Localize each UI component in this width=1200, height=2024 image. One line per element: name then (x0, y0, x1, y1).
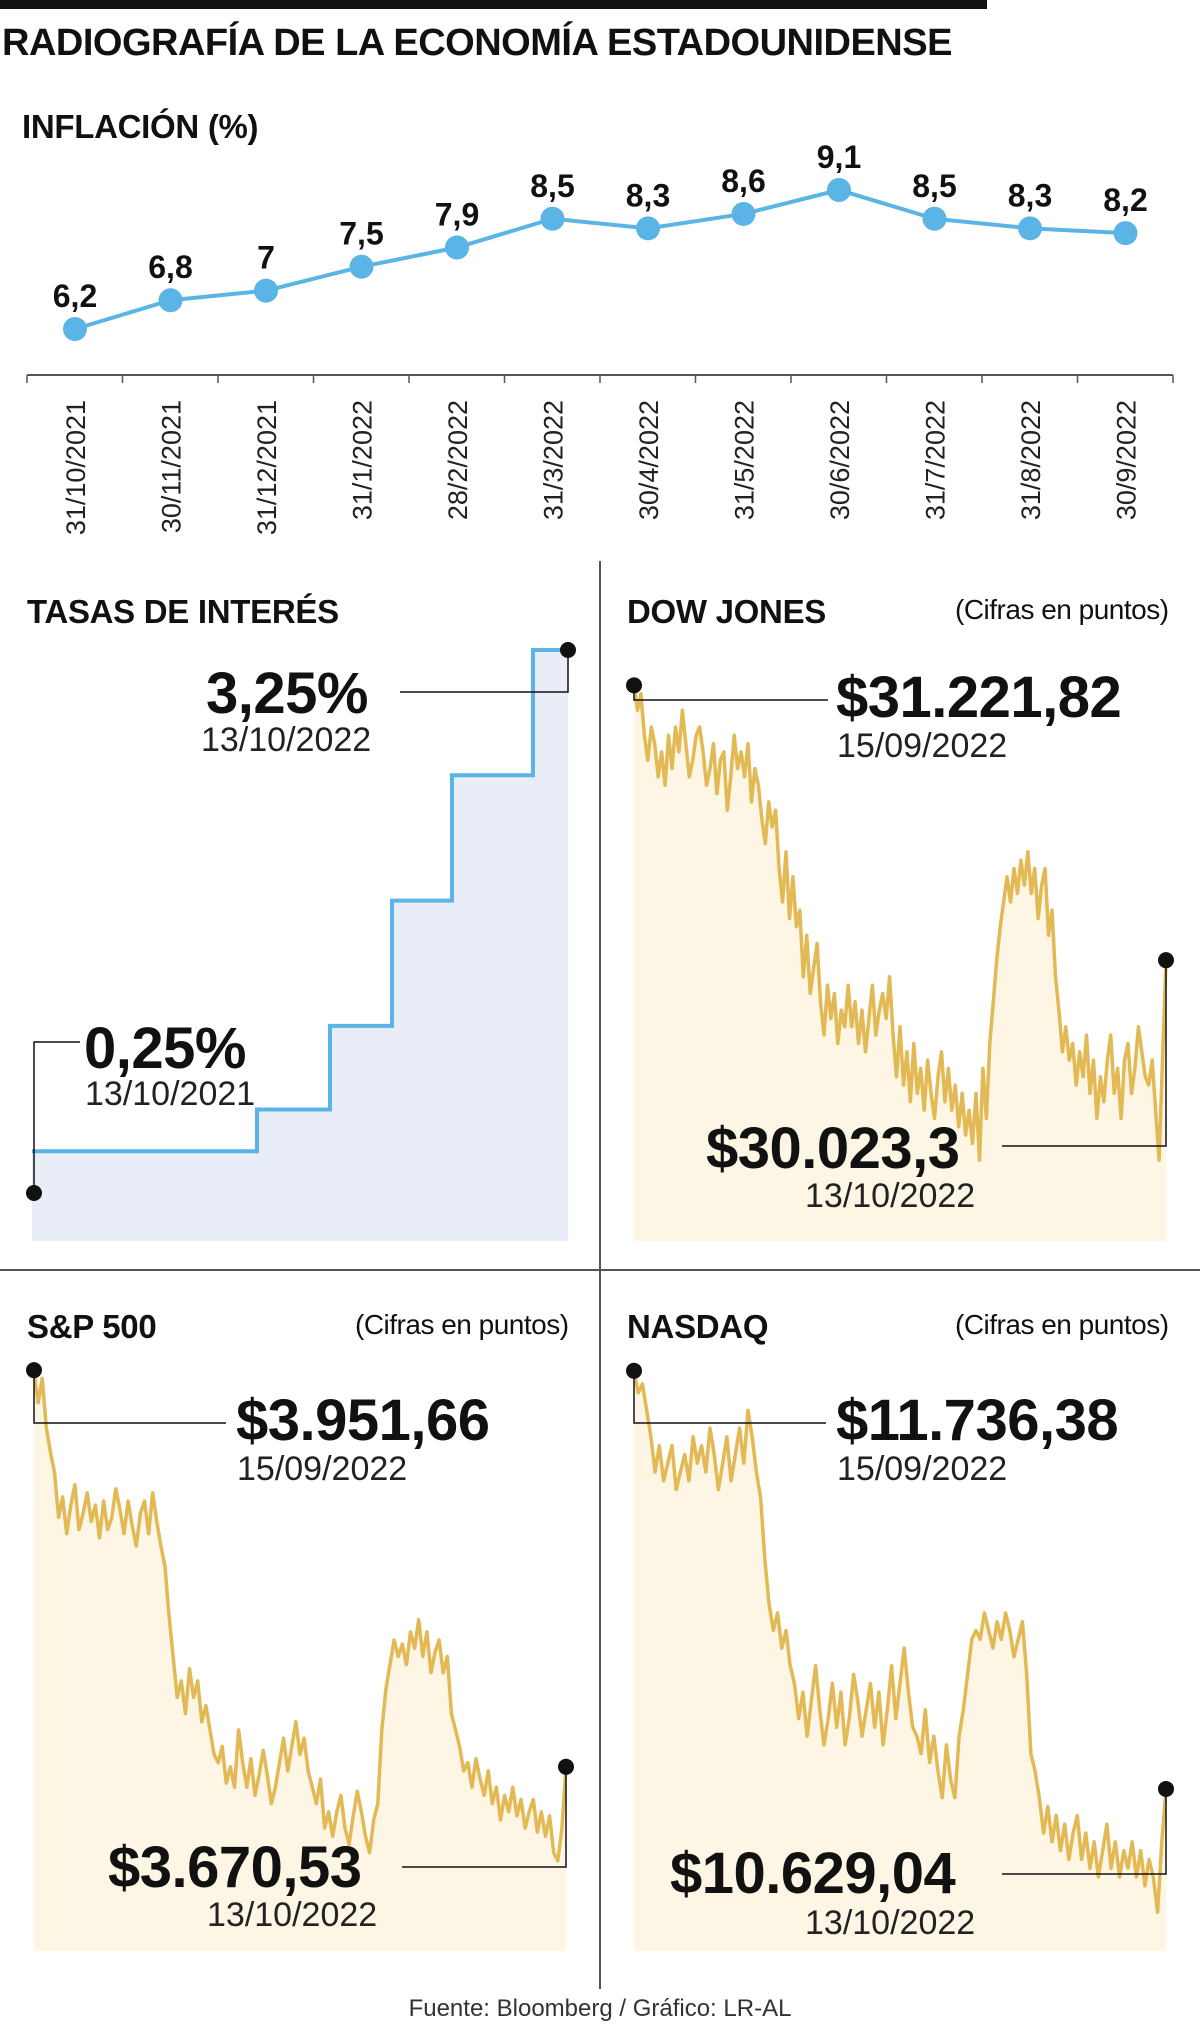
high-leader (633, 1370, 826, 1424)
inflation-data-label: 8,3 (626, 177, 670, 213)
inflation-point (636, 216, 660, 241)
inflation-x-tick-label: 30/9/2022 (1112, 400, 1142, 520)
inflation-x-tick-label: 30/6/2022 (825, 400, 855, 520)
inflation-point (254, 278, 278, 303)
high-marker (26, 1362, 42, 1379)
inflation-data-label: 6,8 (148, 249, 192, 285)
nasdaq-low-value: $10.629,04 (670, 1841, 956, 1906)
nasdaq-high-date: 15/09/2022 (837, 1450, 1008, 1488)
inflation-point (731, 201, 756, 226)
inflation-x-tick-label: 31/12/2021 (252, 400, 282, 535)
rates-start-date: 13/10/2021 (85, 1075, 256, 1113)
dow-high-value: $31.221,82 (836, 665, 1122, 730)
inflation-point (63, 317, 87, 341)
low-marker (558, 1758, 574, 1775)
high-leader (633, 685, 828, 701)
inflation-point (349, 254, 374, 279)
source-credit: Fuente: Bloomberg / Gráfico: LR-AL (408, 1995, 792, 2022)
sp500-chart (26, 1362, 574, 1951)
inflation-point (445, 235, 469, 260)
inflation-x-tick-label: 31/3/2022 (539, 400, 569, 520)
rates-title: TASAS DE INTERÉS (27, 593, 339, 630)
inflation-point (540, 206, 565, 231)
top-rule (0, 0, 987, 9)
inflation-title: INFLACIÓN (%) (22, 108, 259, 145)
inflation-x-tick-label: 30/11/2021 (157, 400, 187, 533)
divider-vertical-bottom (599, 1271, 601, 1989)
inflation-x-tick-label: 31/8/2022 (1016, 400, 1046, 520)
rates-start-value: 0,25% (84, 1016, 246, 1081)
dow-title: DOW JONES (627, 593, 826, 630)
sp500-low-date: 13/10/2022 (207, 1896, 378, 1934)
rates-end-marker (560, 642, 576, 658)
page-title: RADIOGRAFÍA DE LA ECONOMÍA ESTADOUNIDENS… (2, 22, 952, 64)
inflation-data-label: 8,6 (721, 163, 765, 199)
inflation-data-label: 7 (257, 240, 275, 276)
inflation-x-tick-label: 30/4/2022 (634, 400, 664, 520)
inflation-point (158, 288, 183, 313)
sp500-high-date: 15/09/2022 (237, 1450, 408, 1488)
low-marker (1158, 952, 1174, 969)
rates-end-leader (400, 650, 569, 693)
stock-line (632, 685, 1168, 1162)
nasdaq-low-date: 13/10/2022 (805, 1904, 976, 1942)
nasdaq-chart (626, 1362, 1174, 1951)
inflation-point (1113, 221, 1138, 246)
sp500-title: S&P 500 (27, 1308, 157, 1345)
stock-line (32, 1369, 568, 1863)
inflation-data-label: 8,2 (1103, 182, 1147, 218)
low-marker (1158, 1780, 1174, 1797)
nasdaq-note: (Cifras en puntos) (955, 1309, 1169, 1340)
inflation-x-tick-label: 31/10/2021 (61, 400, 91, 535)
rates-line (32, 648, 568, 1154)
high-marker (626, 1362, 642, 1379)
rates-chart (26, 642, 576, 1241)
divider-vertical-top (599, 561, 601, 1269)
rates-end-date: 13/10/2022 (201, 721, 372, 759)
inflation-x-tick-label: 31/1/2022 (348, 400, 378, 520)
low-leader (1002, 1788, 1167, 1875)
rates-start-leader (33, 1041, 80, 1193)
rates-area (32, 650, 568, 1241)
dow-high-date: 15/09/2022 (837, 727, 1008, 765)
dow-chart (626, 677, 1174, 1241)
dow-low-date: 13/10/2022 (805, 1177, 976, 1215)
inflation-x-tick-label: 31/5/2022 (730, 400, 760, 520)
dow-note: (Cifras en puntos) (955, 594, 1169, 625)
rates-end-value: 3,25% (206, 661, 368, 726)
high-leader (33, 1370, 226, 1424)
low-leader (1002, 960, 1167, 1147)
inflation-data-label: 9,1 (817, 139, 861, 175)
stock-line (632, 1370, 1168, 1914)
inflation-x-tick-label: 28/2/2022 (443, 400, 473, 520)
inflation-line (74, 187, 1126, 331)
inflation-data-label: 6,2 (53, 278, 97, 314)
high-marker (626, 677, 642, 694)
rates-start-marker (26, 1185, 42, 1201)
sp500-low-value: $3.670,53 (108, 1835, 362, 1900)
divider-horizontal (0, 1269, 1200, 1271)
inflation-chart: 6,2 31/10/2021 6,8 30/11/2021 7 31/12/2021 7,5… (26, 139, 1174, 535)
inflation-x-tick-label: 31/7/2022 (921, 400, 951, 520)
sp500-note: (Cifras en puntos) (355, 1309, 569, 1340)
inflation-point (922, 206, 947, 231)
dow-low-value: $30.023,3 (706, 1116, 960, 1181)
nasdaq-high-value: $11.736,38 (836, 1388, 1119, 1453)
inflation-data-label: 7,9 (435, 197, 479, 233)
inflation-data-label: 8,5 (530, 168, 574, 204)
stock-area (634, 1370, 1166, 1951)
stock-area (34, 1370, 566, 1951)
nasdaq-title: NASDAQ (627, 1308, 769, 1345)
inflation-point (1018, 216, 1042, 241)
inflation-data-label: 7,5 (339, 216, 383, 252)
inflation-data-label: 8,3 (1008, 177, 1052, 213)
inflation-point (827, 178, 851, 202)
sp500-high-value: $3.951,66 (236, 1388, 490, 1453)
low-leader (402, 1766, 567, 1868)
inflation-data-label: 8,5 (912, 168, 956, 204)
